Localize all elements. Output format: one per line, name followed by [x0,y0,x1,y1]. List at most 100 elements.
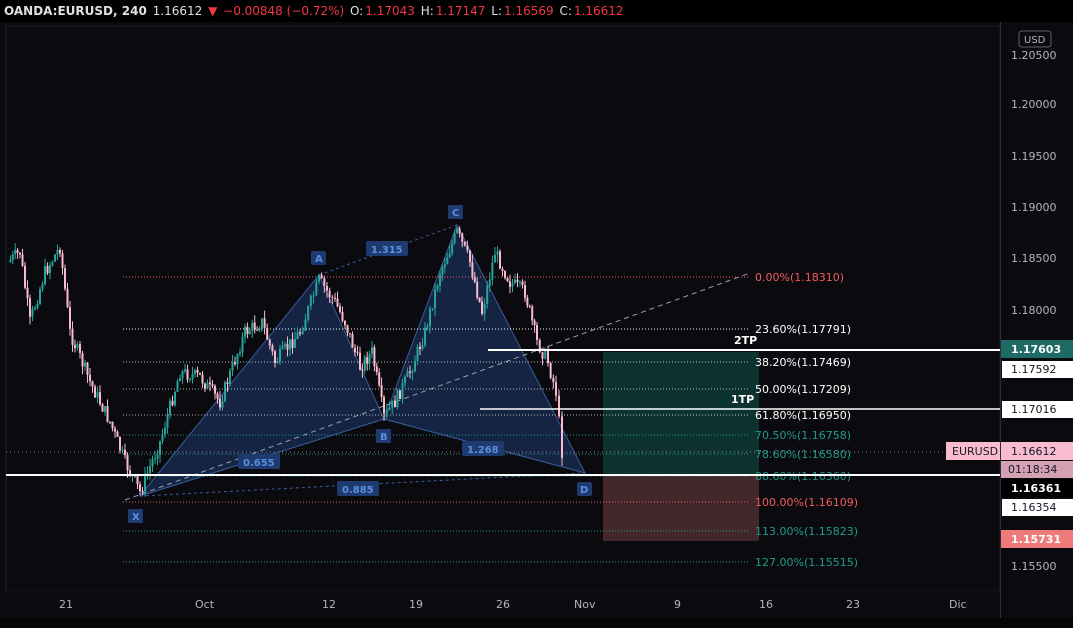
candle-body-61 [161,434,164,442]
fib-label-127: 127.00%(1.15515) [755,556,858,569]
candle-body-5 [21,254,24,266]
candle-body-190 [486,285,489,305]
candle-body-173 [443,264,446,268]
low-value: 1.16569 [504,4,554,18]
candle-body-189 [483,304,486,314]
currency-button[interactable]: USD [1024,35,1046,46]
candle-body-109 [281,346,284,350]
candle-body-56 [149,466,151,474]
candle-body-139 [359,352,361,370]
candle-body-29 [81,353,84,367]
time-tick-19: 19 [409,598,423,611]
candle-body-212 [541,352,544,359]
time-tick-16: 16 [759,598,773,611]
candle-body-175 [448,253,451,258]
candle-body-197 [504,271,506,278]
ratio-0885-box [337,481,379,496]
currency-button-frame[interactable] [1018,30,1052,48]
close-value: 1.16612 [573,4,624,18]
candle-body-79 [206,382,209,389]
candle-body-202 [516,279,519,282]
candle-body-207 [528,305,531,307]
candle-body-169 [434,289,436,309]
fib-label-786: 78.60%(1.16580) [755,448,851,461]
candle-body-65 [171,400,174,406]
profit-zone[interactable] [603,352,759,475]
price-label-2-box [1002,499,1073,516]
candle-body-110 [284,344,286,347]
candle-body-145 [373,347,376,367]
candlestick-series[interactable] [9,226,563,497]
candle-body-46 [124,449,126,456]
time-axis[interactable]: 21 Oct 12 19 26 Nov 9 16 23 Dic [0,591,1000,618]
candle-body-52 [139,484,141,492]
loss-zone[interactable] [603,475,759,541]
candle-body-70 [184,369,186,372]
candle-body-34 [94,386,96,398]
candle-body-27 [76,344,79,348]
candle-body-217 [555,382,557,396]
fib-label-0: 0.00%(1.18310) [755,271,844,284]
time-tick-9: 9 [674,598,681,611]
time-tick-21: 21 [59,598,73,611]
price-label-1-box [1002,361,1073,378]
price-chart[interactable]: 0.00%(1.18310) 23.60%(1.17791) 38.20%(1.… [0,22,1000,591]
candle-body-206 [526,297,529,306]
ratio-1268: 1.268 [467,445,499,456]
candle-body-37 [101,404,104,412]
candle-body-126 [326,286,328,291]
tp1-price: 1.17016 [1011,403,1057,416]
candle-body-3 [16,250,19,253]
candle-body-113 [291,339,294,348]
entry-price-box [1001,479,1073,497]
candle-body-57 [151,459,154,467]
candle-body-92 [239,352,241,355]
candle-body-19 [56,249,59,255]
candle-body-137 [354,347,356,352]
candle-body-91 [236,354,239,365]
candle-body-167 [429,308,431,327]
symbol-title[interactable]: OANDA:EURUSD, 240 [4,4,147,18]
candle-body-51 [136,476,139,485]
candle-body-157 [404,376,406,384]
candle-body-119 [307,306,310,320]
fib-label-50: 50.00%(1.17209) [755,383,851,396]
candle-body-25 [71,328,74,345]
fib-label-382: 38.20%(1.17469) [755,356,851,369]
candle-body-17 [51,261,54,266]
candle-body-153 [394,400,396,408]
fib-trend-line[interactable] [124,272,751,501]
candle-body-44 [119,436,121,451]
fib-label-705: 70.50%(1.16758) [755,429,851,442]
countdown: 01:18:34 [1008,463,1057,476]
high-value: 1.17147 [435,4,486,18]
candle-body-99 [256,329,259,331]
tp2-label: 2TP [734,334,757,347]
tp1-label: 1TP [731,393,754,406]
candle-body-4 [19,252,21,255]
candle-body-84 [219,398,221,408]
candle-body-161 [414,360,416,372]
point-b-box [376,429,391,443]
candle-body-156 [401,383,404,399]
candle-body-135 [349,333,351,335]
candle-body-118 [304,319,307,331]
candle-body-136 [351,333,354,348]
candle-body-116 [299,332,301,334]
high-label: H: [420,4,434,18]
point-a-label: A [315,254,323,265]
candle-body-78 [204,383,206,389]
open-value: 1.17043 [365,4,415,18]
last-price: 1.16612 [152,4,203,18]
candle-body-71 [186,369,189,380]
candle-body-93 [241,336,244,353]
candle-body-22 [64,268,66,289]
candle-body-38 [104,406,106,412]
point-x-box [128,509,143,523]
candle-body-107 [276,361,279,363]
candle-body-68 [179,378,181,382]
price-axis[interactable]: USD 1.20500 1.20000 1.19500 1.19000 1.18… [1000,22,1073,618]
down-arrow-icon: ▼ [208,4,218,18]
candle-body-86 [224,382,226,402]
symbol-tag: EURUSD [952,445,998,458]
